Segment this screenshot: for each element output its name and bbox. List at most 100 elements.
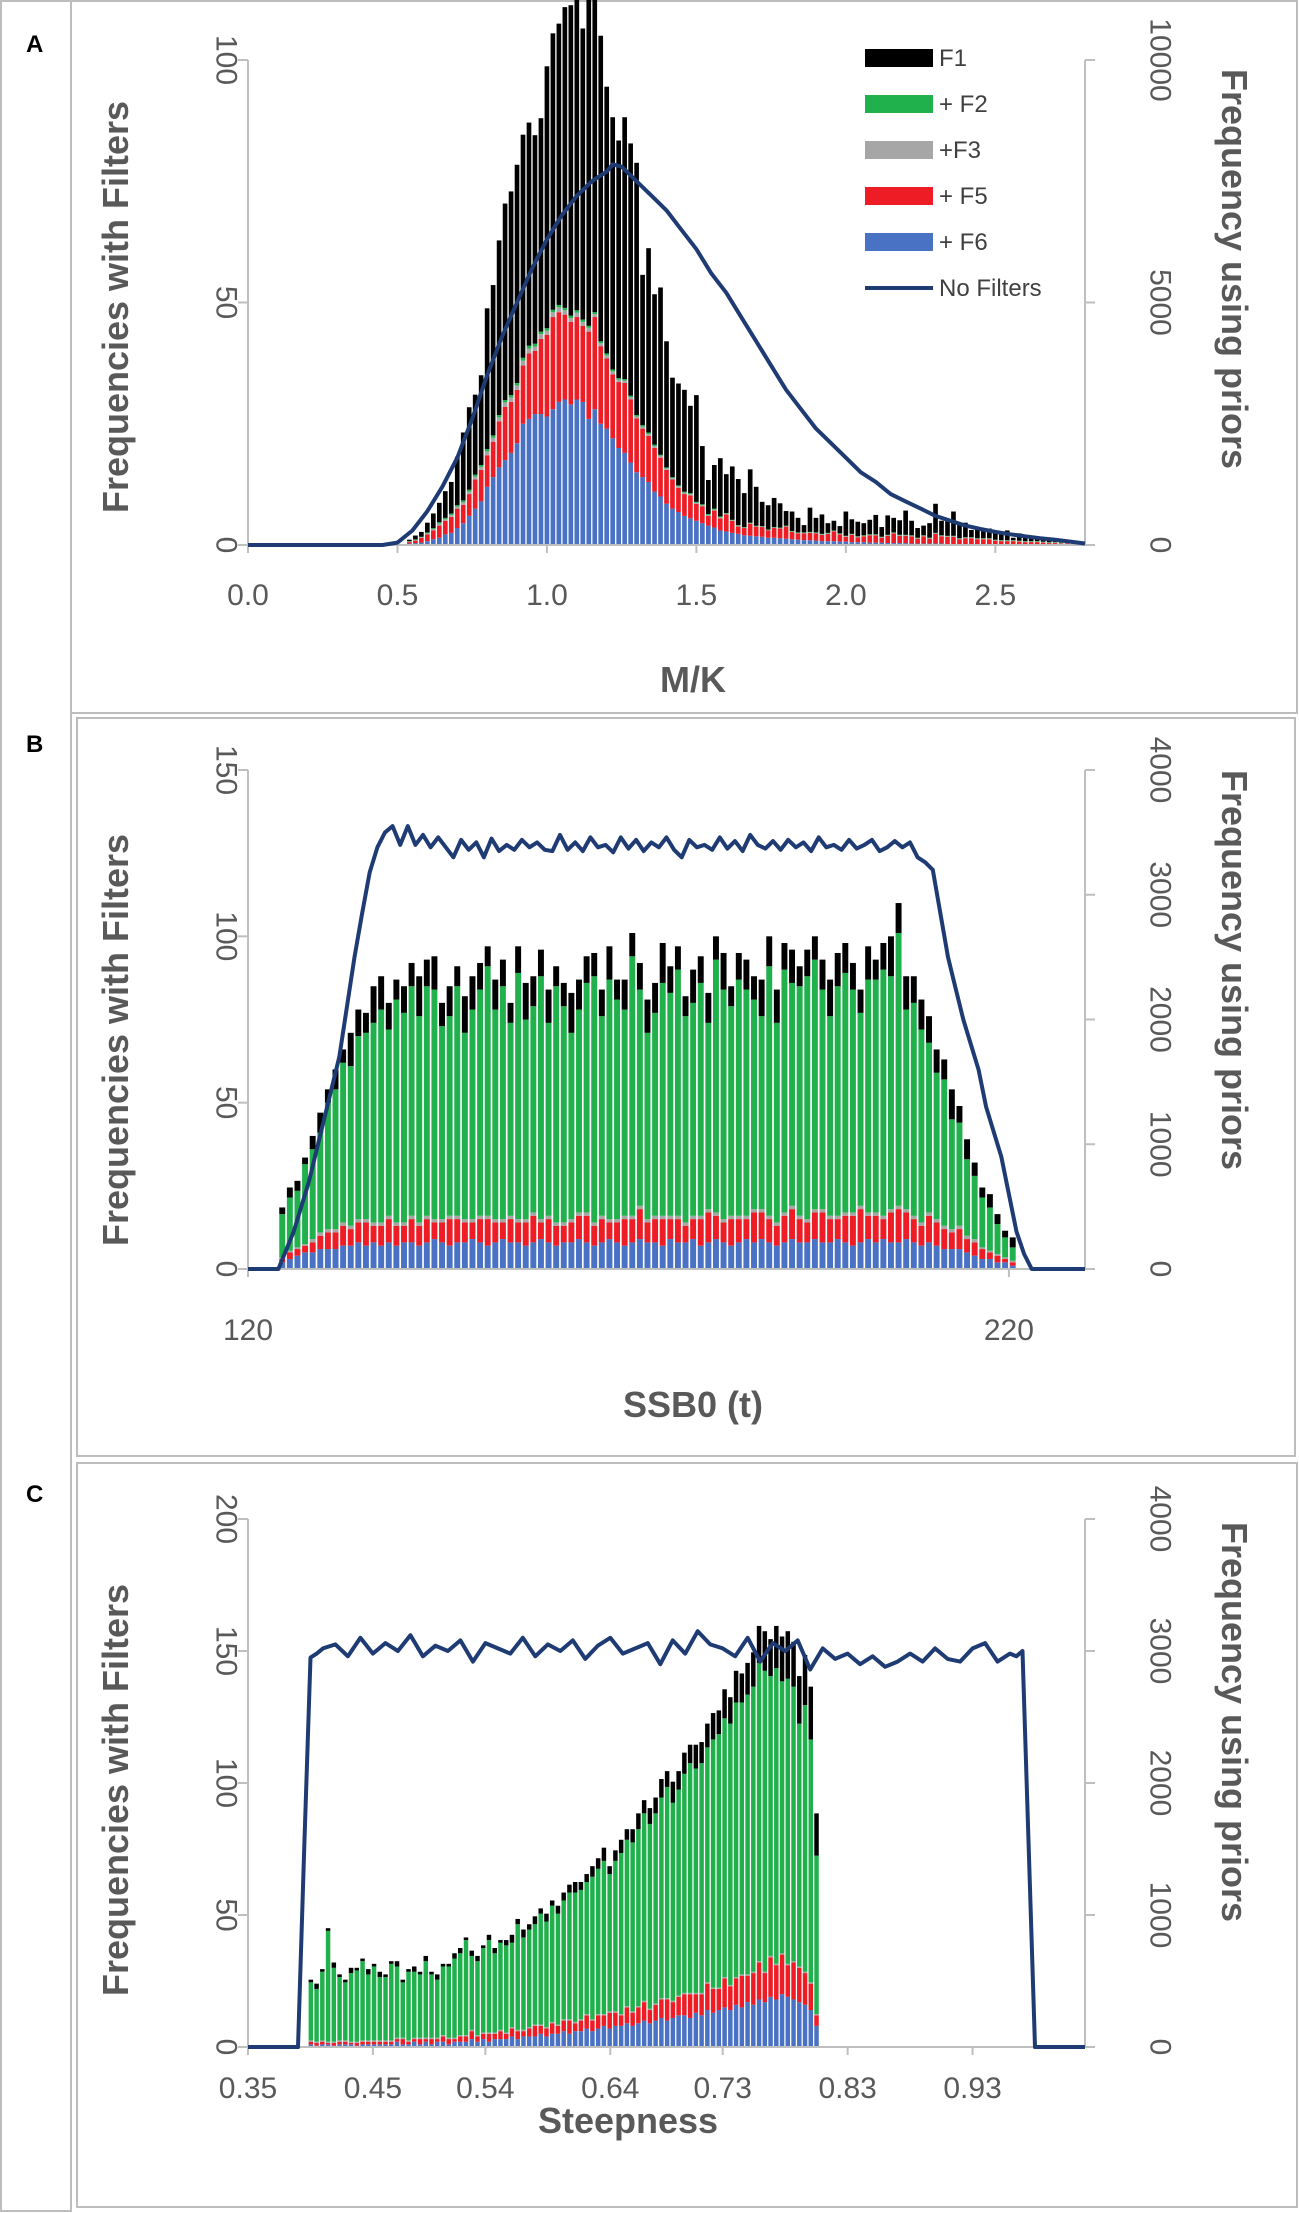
panel-a-bar-f3 [490, 437, 496, 442]
panel-b-bar-f6 [629, 1242, 636, 1269]
panel-a-bar-f3 [909, 535, 914, 537]
panel-a-bar-f6 [508, 452, 514, 545]
panel-c-bar-f3 [486, 2032, 492, 2034]
panel-c-bar-f6 [624, 2023, 630, 2047]
panel-b-bar-f1 [302, 1157, 309, 1165]
panel-b-bar-f6 [903, 1239, 910, 1269]
panel-a-bar-f3 [604, 355, 610, 359]
panel-c-bar-f3 [383, 2040, 388, 2042]
panel-c-right-tick-label: 0 [1144, 2039, 1177, 2056]
panel-b-bar-f5 [515, 1222, 522, 1243]
panel-c-bar-f2 [343, 1982, 348, 2041]
panel-b-bar-f2 [515, 972, 522, 1220]
panel-b-bar-f2 [781, 969, 788, 1213]
panel-b-bar-f6 [507, 1242, 514, 1269]
panel-a-bar-f5 [634, 418, 639, 473]
panel-c-bar-f2 [377, 1977, 383, 2041]
panel-b-bar-f5 [431, 1222, 438, 1240]
panel-b-bar-f3 [401, 1222, 407, 1226]
panel-c-bar-f6 [630, 2025, 635, 2047]
panel-a-bar-f3 [431, 529, 436, 531]
panel-b-bar-f2 [842, 972, 849, 1213]
panel-a-bar-f2 [682, 491, 687, 493]
panel-b-bar-f2 [659, 982, 666, 1216]
panel-b-bar-f1 [461, 996, 468, 1033]
panel-b-bar-f5 [819, 1212, 826, 1243]
panel-c-bar-f1 [383, 1974, 388, 1978]
panel-c-bar-f3 [687, 1992, 693, 1995]
panel-a-bar-f1 [741, 493, 747, 528]
panel-b-bar-f1 [416, 976, 423, 1017]
panel-b-bar-f1 [294, 1180, 301, 1191]
panel-a-bar-f1 [879, 527, 885, 537]
panel-c-bar-f5 [676, 1996, 681, 2016]
panel-b-bar-f2 [431, 989, 438, 1220]
panel-a-bar-f3 [598, 343, 604, 347]
panel-b-left-tick-label: 100 [210, 911, 243, 961]
panel-b-bar-f5 [416, 1225, 423, 1246]
panel-a-bar-f6 [759, 536, 765, 545]
panel-b-bar-f2 [545, 1022, 552, 1216]
panel-b-bar-f5 [728, 1219, 735, 1246]
panel-c-bar-f6 [659, 2017, 664, 2047]
panel-b-bar-f3 [621, 1215, 628, 1220]
panel-c-bar-f6 [676, 2015, 681, 2047]
panel-b-bar-f2 [751, 999, 757, 1210]
panel-a-bar-f3 [992, 540, 998, 541]
panel-a-bar-f5 [1046, 543, 1052, 545]
panel-a-bar-f1 [502, 203, 508, 400]
panel-a-bar-f5 [514, 389, 520, 444]
panel-a-bar-f2 [735, 525, 741, 526]
panel-c-bar-f1 [641, 1800, 647, 1814]
panel-a-bar-f6 [622, 452, 627, 545]
panel-b-bar-f6 [659, 1245, 666, 1269]
panel-c-bar-f2 [590, 1876, 595, 2020]
panel-b-bar-f3 [979, 1247, 986, 1250]
panel-c-bar-f3 [538, 2024, 543, 2026]
panel-a-bar-f5 [508, 401, 514, 453]
panel-b-bar-f5 [545, 1219, 552, 1243]
panel-a-x-tick-label: 1.0 [526, 579, 568, 612]
panel-b-bar-f1 [537, 949, 544, 977]
panel-c-bar-f1 [647, 1808, 653, 1824]
panel-c-bar-f5 [561, 2020, 566, 2032]
panel-c-bar-f2 [636, 1829, 641, 2007]
panel-b-bar-f1 [903, 976, 910, 1010]
panel-c-bar-f3 [549, 2021, 555, 2024]
panel-c-bar-f1 [561, 1892, 566, 1901]
panel-c-bar-f3 [348, 2041, 354, 2044]
panel-a-bar-f2 [574, 310, 580, 313]
panel-b-bar-f3 [903, 1209, 910, 1213]
panel-a-bar-f2 [771, 527, 777, 528]
panel-b-bar-f2 [1009, 1247, 1016, 1261]
panel-c-bar-f6 [710, 2012, 716, 2047]
panel-c-right-tick-label: 4000 [1144, 1486, 1177, 1553]
panel-c-bar-f3 [636, 2006, 641, 2008]
panel-a-bar-f6 [861, 542, 867, 545]
panel-b-bar-f3 [408, 1215, 415, 1220]
panel-a-bar-f3 [1052, 542, 1058, 544]
panel-b-bar-f5 [446, 1219, 453, 1246]
panel-c-bar-f5 [745, 1975, 750, 2003]
panel-b-bar-f1 [674, 946, 681, 970]
panel-b-bar-f2 [537, 976, 544, 1220]
panel-b-bar-f1 [880, 942, 887, 970]
panel-c-bar-f5 [572, 2023, 578, 2032]
panel-b-bar-f2 [606, 979, 613, 1220]
panel-b-bar-f6 [401, 1242, 407, 1269]
panel-a-bar-f1 [592, 0, 598, 313]
panel-c-bar-f3 [440, 2035, 446, 2037]
panel-a-bar-f2 [425, 532, 430, 534]
panel-a-bar-f3 [729, 520, 735, 521]
panel-a-bar-f1 [646, 248, 651, 433]
panel-b-bar-f2 [469, 1009, 476, 1220]
panel-b-bar-f1 [636, 962, 643, 990]
panel-c-bar-f3 [590, 2019, 595, 2021]
panel-b-bar-f3 [888, 1209, 894, 1213]
panel-c-bar-f5 [320, 2041, 325, 2045]
panel-b-bar-f5 [697, 1219, 704, 1246]
panel-a-bar-f2 [825, 532, 831, 534]
panel-c-bar-f5 [354, 2043, 360, 2046]
panel-c-bar-f3 [320, 2040, 325, 2042]
